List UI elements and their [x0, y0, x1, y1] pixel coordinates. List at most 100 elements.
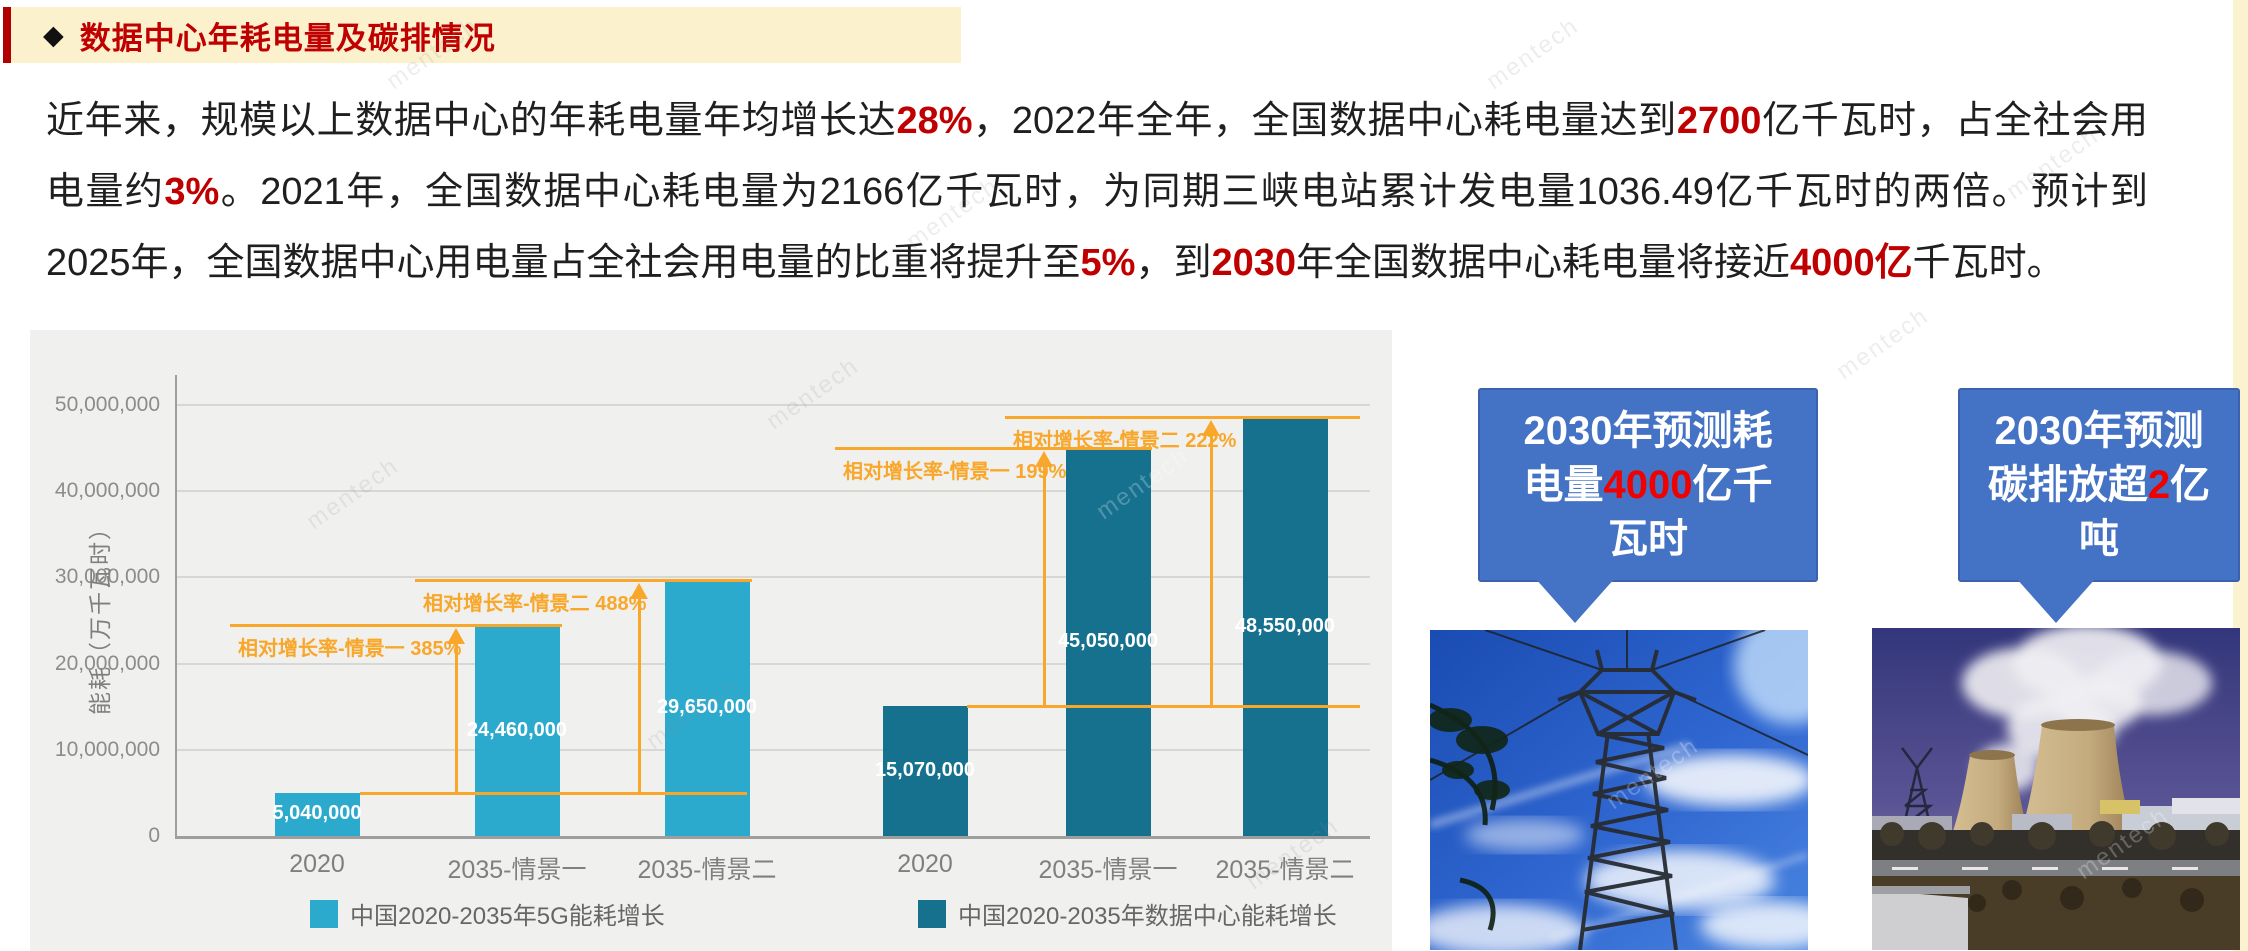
gridline	[175, 404, 1370, 406]
diamond-bullet-icon: ◆	[43, 19, 64, 50]
gridline	[175, 748, 1370, 751]
energy-bar-chart: 0 10,000,000 20,000,000 30,000,000 40,000,00…	[30, 330, 1392, 951]
highlight-number: 2030	[1211, 242, 1297, 284]
paragraph-line: 近年来，规模以上数据中心的年耗电量年均增长达28%，2022年全年，全国数据中心…	[46, 86, 2148, 157]
bar-2020-series1	[882, 706, 968, 836]
growth-label: 相对增长率-情景一 199%	[843, 460, 1067, 483]
callout-text: 亿千	[1692, 463, 1773, 507]
bar-value-label: 29,650,000	[656, 696, 758, 719]
watermark: mentech	[1831, 302, 1934, 386]
growth-arrow-line	[1043, 464, 1046, 707]
callout-2030-carbon-forecast: 2030年预测碳排放超2亿吨	[1958, 388, 2240, 582]
callout-2030-power-forecast: 2030年预测耗电量4000亿千瓦时	[1478, 388, 1818, 582]
bar-2020-series0	[274, 792, 360, 836]
highlight-number: 2700	[1676, 100, 1762, 142]
callout-text: 吨	[2079, 517, 2119, 561]
y-axis-title: 能耗（万千瓦时）	[87, 515, 113, 715]
highlight-number: 4000亿	[1790, 242, 1913, 284]
paragraph-line: 电量约3%。2021年，全国数据中心耗电量为2166亿千瓦时，为同期三峡电站累计…	[46, 157, 2148, 228]
paragraph-text: 2025年，全国数据中心用电量占全社会用电量的比重将提升至	[46, 242, 1081, 284]
bar-value-label: 15,070,000	[874, 759, 976, 782]
callout-text: 瓦时	[1608, 517, 1688, 561]
bar-value-label: 24,460,000	[466, 718, 568, 741]
legend-item: 中国2020-2035年5G能耗增长	[310, 896, 665, 931]
power-plant-photo	[1872, 628, 2240, 950]
y-tick-label: 20,000,000	[54, 651, 160, 675]
growth-line	[415, 579, 752, 583]
growth-label: 相对增长率-情景二 222%	[1013, 430, 1237, 453]
callout-line: 瓦时	[1480, 512, 1816, 566]
section-header: ◆ 数据中心年耗电量及碳排情况	[3, 7, 961, 63]
gridline	[175, 490, 1370, 493]
growth-arrow-line	[455, 642, 458, 793]
growth-line	[230, 624, 562, 628]
y-axis-line	[175, 375, 177, 838]
growth-arrow-head	[1035, 450, 1053, 467]
growth-line	[835, 446, 1152, 450]
x-axis-label: 2035-情景一	[1038, 856, 1178, 884]
callout-text: 2030年预测耗	[1523, 409, 1773, 453]
page-title: 数据中心年耗电量及碳排情况	[79, 20, 496, 56]
gridline	[175, 662, 1370, 665]
paragraph-text: 电量约	[46, 171, 165, 213]
bar-value-label: 45,050,000	[1057, 629, 1159, 652]
y-tick-label: 0	[148, 824, 160, 847]
y-tick-label: 10,000,000	[54, 737, 160, 761]
x-axis-label: 2020	[289, 850, 345, 878]
callout-line: 2030年预测耗	[1480, 404, 1816, 458]
callout-text: 2030年预测	[1994, 409, 2204, 453]
paragraph-text: 近年来，规模以上数据中心的年耗电量年均增长达	[46, 100, 897, 142]
gridline	[175, 576, 1370, 579]
legend-item: 中国2020-2035年数据中心能耗增长	[918, 896, 1337, 931]
paragraph-text: ，到	[1135, 242, 1212, 284]
growth-arrow-head	[447, 628, 465, 645]
growth-arrow-line	[1210, 434, 1213, 707]
callout-highlight: 4000	[1603, 463, 1693, 507]
x-axis-label: 2035-情景二	[637, 856, 777, 884]
legend-label: 中国2020-2035年数据中心能耗增长	[958, 903, 1337, 930]
callout-line: 电量4000亿千	[1480, 458, 1816, 512]
growth-label: 相对增长率-情景二 488%	[423, 593, 647, 616]
callout-tail	[1535, 578, 1615, 623]
x-axis-line	[175, 836, 1370, 839]
growth-arrow-head	[630, 583, 648, 600]
legend-label: 中国2020-2035年5G能耗增长	[350, 903, 665, 930]
highlight-number: 5%	[1080, 242, 1136, 284]
callout-text: 亿	[2170, 463, 2211, 507]
callout-tail	[2016, 578, 2096, 623]
bar-value-label: 5,040,000	[272, 802, 362, 825]
body-paragraph: 近年来，规模以上数据中心的年耗电量年均增长达28%，2022年全年，全国数据中心…	[46, 86, 2148, 299]
paragraph-text: 千瓦时。	[1912, 242, 2065, 284]
highlight-number: 28%	[896, 100, 973, 142]
paragraph-text: 。2021年，全国数据中心耗电量为2166亿千瓦时，为同期三峡电站累计发电量10…	[219, 171, 2148, 213]
bar-value-label: 48,550,000	[1234, 614, 1336, 637]
baseline-datacenter	[967, 705, 1360, 709]
bar-2035-情景一-series1	[1065, 447, 1151, 836]
x-axis-label: 2035-情景二	[1215, 856, 1355, 884]
growth-line	[1005, 416, 1360, 420]
x-axis-label: 2020	[897, 850, 953, 878]
y-tick-label: 40,000,000	[54, 479, 160, 503]
growth-label: 相对增长率-情景一 385%	[238, 638, 462, 661]
baseline-5g	[360, 791, 747, 795]
legend-swatch	[310, 899, 338, 928]
bar-2035-情景二-series1	[1242, 417, 1328, 836]
paragraph-text: 亿千瓦时，占全社会用	[1761, 100, 2148, 142]
callout-line: 碳排放超2亿	[1960, 458, 2238, 512]
y-tick-label: 50,000,000	[54, 393, 160, 416]
y-tick-label: 30,000,000	[54, 565, 160, 589]
transmission-tower-photo	[1430, 630, 1808, 950]
paragraph-text: ，2022年全年，全国数据中心耗电量达到	[972, 100, 1677, 142]
highlight-number: 3%	[164, 171, 220, 213]
legend-swatch	[918, 899, 946, 928]
callout-highlight: 2	[2147, 463, 2171, 507]
callout-line: 吨	[1960, 512, 2238, 566]
bar-2035-情景一-series0	[474, 625, 560, 836]
growth-arrow-line	[638, 597, 641, 793]
x-axis-label: 2035-情景一	[447, 856, 587, 884]
growth-arrow-head	[1202, 420, 1220, 437]
paragraph-text: 年全国数据中心耗电量将接近	[1296, 242, 1791, 284]
callout-text: 碳排放超	[1987, 463, 2148, 507]
paragraph-line: 2025年，全国数据中心用电量占全社会用电量的比重将提升至5%，到2030年全国…	[46, 228, 2148, 299]
